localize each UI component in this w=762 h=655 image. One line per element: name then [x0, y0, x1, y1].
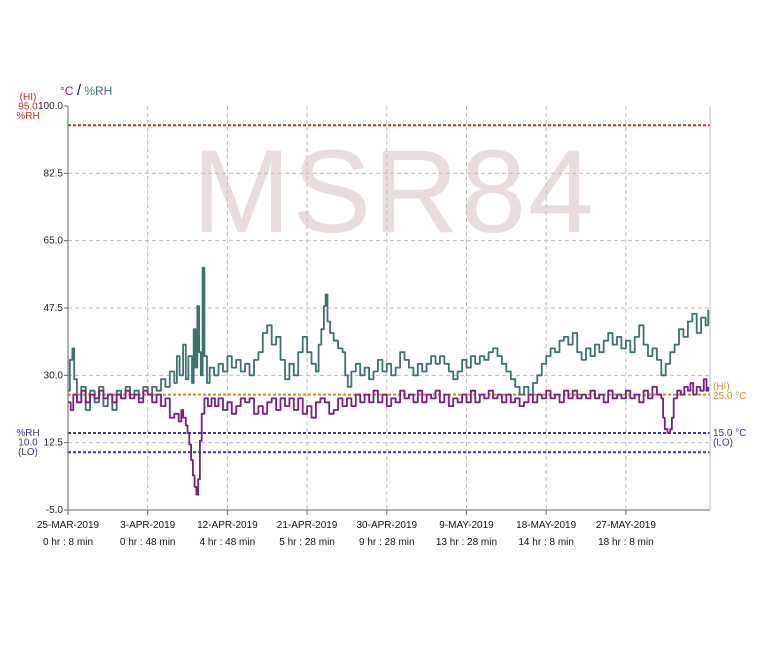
x-tick-time: 4 hr : 48 min: [200, 537, 256, 548]
units-label: °C / %RH: [60, 82, 112, 99]
x-tick-time: 0 hr : 8 min: [43, 537, 93, 548]
x-tick-time: 0 hr : 48 min: [120, 537, 176, 548]
unit-slash: /: [77, 82, 82, 99]
watermark-text: MSR84: [192, 126, 595, 258]
y-tick-label: 12.5: [44, 438, 64, 449]
y-tick-label: 100.0: [38, 101, 63, 112]
y-tick-label: 65.0: [44, 236, 64, 247]
celsius-unit: °C: [60, 84, 74, 98]
threshold-label-temp-lo: (LO): [713, 438, 733, 449]
y-tick-label: 82.5: [44, 168, 64, 179]
x-tick-time: 18 hr : 8 min: [598, 537, 654, 548]
threshold-label-temp-hi: (HI): [713, 382, 730, 393]
y-tick-label: -5.0: [46, 505, 64, 516]
threshold-label-rh-hi: %RH: [16, 111, 39, 122]
x-tick-date: 12-APR-2019: [197, 520, 258, 531]
x-tick-date: 21-APR-2019: [277, 520, 338, 531]
y-tick-label: 30.0: [44, 370, 64, 381]
rh-unit: %RH: [84, 84, 112, 98]
series-line-temperature: [68, 378, 710, 496]
threshold-label-temp-hi: 25.0 °C: [713, 391, 746, 402]
x-tick-time: 13 hr : 28 min: [436, 537, 497, 548]
threshold-label-rh-hi: (HI): [20, 92, 37, 103]
y-axis: 100.0 82.5 65.0 47.5 30.0 12.5 -5.0: [38, 101, 68, 516]
threshold-label-rh-hi: 95.0: [18, 102, 38, 113]
x-tick-time: 9 hr : 28 min: [359, 537, 415, 548]
threshold-label-temp-lo: 15.0 °C: [713, 428, 746, 439]
x-tick-date: 27-MAY-2019: [596, 520, 656, 531]
x-tick-time: 14 hr : 8 min: [518, 537, 574, 548]
x-tick-date: 3-APR-2019: [120, 520, 175, 531]
x-tick-time: 5 hr : 28 min: [279, 537, 335, 548]
x-tick-date: 25-MAR-2019: [37, 520, 100, 531]
data-series: [68, 266, 710, 496]
threshold-label-rh-lo: (LO): [18, 447, 38, 458]
x-tick-date: 9-MAY-2019: [439, 520, 494, 531]
threshold-label-rh-lo: 10.0: [18, 437, 38, 448]
x-tick-date: 18-MAY-2019: [516, 520, 576, 531]
y-tick-label: 47.5: [44, 303, 64, 314]
x-tick-date: 30-APR-2019: [356, 520, 417, 531]
x-axis: 25-MAR-2019 0 hr : 8 min 3-APR-2019 0 hr : …: [37, 510, 656, 548]
series-line-humidity: [68, 266, 710, 411]
threshold-label-rh-lo: %RH: [16, 428, 39, 439]
